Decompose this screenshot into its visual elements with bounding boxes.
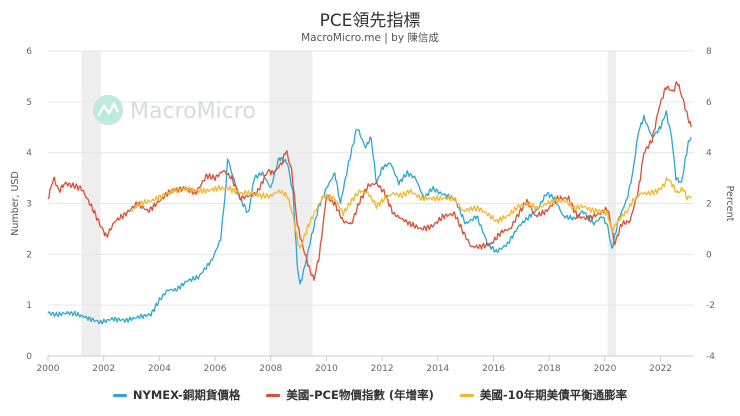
x-axis-tick: 2018 xyxy=(538,364,561,374)
legend-label-breakeven: 美國-10年期美債平衡通膨率 xyxy=(479,388,628,402)
left-axis-label: Number, USD xyxy=(10,171,21,236)
x-axis-tick: 2014 xyxy=(426,364,449,374)
x-axis-tick: 2020 xyxy=(593,364,616,374)
left-axis-tick: 1 xyxy=(26,301,32,311)
legend-swatch-pce xyxy=(266,393,281,397)
right-axis-tick: -4 xyxy=(706,352,715,362)
right-axis-tick: 0 xyxy=(706,250,712,260)
left-axis-tick: 6 xyxy=(26,47,32,57)
legend-item-pce[interactable]: 美國-PCE物價指數 (年增率) xyxy=(266,387,434,403)
copper-price-line[interactable] xyxy=(47,110,692,325)
left-axis-tick: 2 xyxy=(26,250,32,260)
left-axis-tick: 4 xyxy=(26,149,32,159)
breakeven-inflation-line[interactable] xyxy=(130,176,692,249)
legend-label-pce: 美國-PCE物價指數 (年增率) xyxy=(286,388,434,402)
macromicro-logo-icon xyxy=(93,95,123,125)
x-axis-tick: 2010 xyxy=(315,364,338,374)
left-axis-tick: 5 xyxy=(26,98,32,108)
legend-swatch-breakeven xyxy=(459,393,474,397)
right-axis-tick: 4 xyxy=(706,149,712,159)
x-axis-tick: 2008 xyxy=(259,364,282,374)
right-axis-tick: 2 xyxy=(706,200,712,210)
legend-swatch-copy xyxy=(112,393,127,397)
chart-title: PCE領先指標 xyxy=(319,11,421,31)
right-axis-tick: 6 xyxy=(706,98,712,108)
line-chart: MacroMicro 0 1 2 3 4 5 6 -4 -2 0 2 4 6 8 2000 2002 2004 2… xyxy=(10,47,735,374)
right-axis-tick: 8 xyxy=(706,47,712,57)
x-axis-tick: 2012 xyxy=(371,364,394,374)
right-axis-tick: -2 xyxy=(706,301,715,311)
left-axis-tick: 0 xyxy=(26,352,32,362)
chart-legend: NYMEX-銅期貨價格 美國-PCE物價指數 (年增率) 美國-10年期美債平衡… xyxy=(0,387,740,403)
pce-yoy-line[interactable] xyxy=(47,81,692,281)
x-axis-tick: 2016 xyxy=(482,364,505,374)
x-axis-tick: 2004 xyxy=(148,364,171,374)
x-axis-tick: 2002 xyxy=(92,364,115,374)
watermark-text: MacroMicro xyxy=(130,99,256,124)
right-axis-label: Percent xyxy=(724,186,735,222)
legend-label-copy: NYMEX-銅期貨價格 xyxy=(132,388,241,402)
chart-subtitle[interactable]: MacroMicro.me | by 陳信成 xyxy=(301,32,439,44)
x-axis-tick: 2022 xyxy=(649,364,672,374)
x-axis-tick: 2000 xyxy=(37,364,60,374)
legend-item-breakeven[interactable]: 美國-10年期美債平衡通膨率 xyxy=(459,387,628,403)
legend-item-copy[interactable]: NYMEX-銅期貨價格 xyxy=(112,387,241,403)
x-axis-tick: 2006 xyxy=(204,364,227,374)
left-axis-tick: 3 xyxy=(26,200,32,210)
